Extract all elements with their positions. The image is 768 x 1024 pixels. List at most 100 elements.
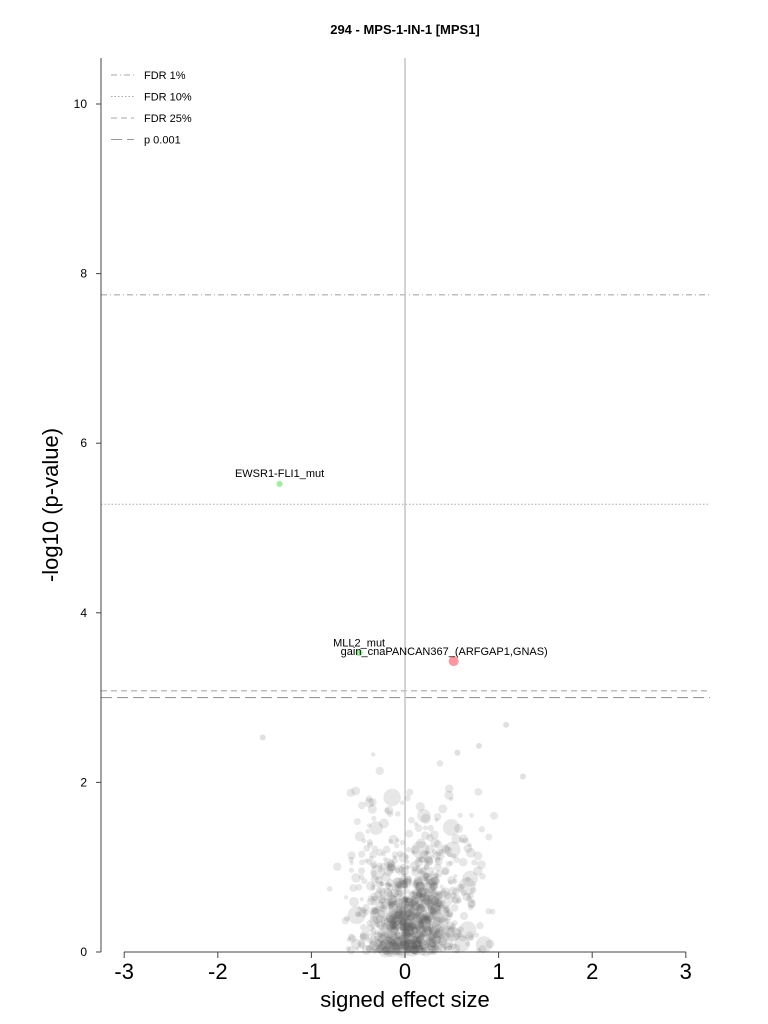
data-point	[429, 889, 436, 896]
data-point	[416, 927, 421, 932]
data-point	[451, 834, 462, 845]
data-point	[402, 927, 409, 934]
data-point	[391, 857, 399, 864]
data-point	[381, 942, 388, 949]
data-point	[458, 858, 468, 867]
legend-label: p 0.001	[144, 135, 181, 147]
data-point	[374, 921, 381, 928]
data-point	[414, 923, 421, 931]
data-point	[434, 873, 440, 879]
data-point	[402, 921, 408, 928]
data-point	[403, 918, 412, 927]
data-point	[401, 900, 410, 909]
data-point	[374, 935, 381, 942]
data-point	[412, 932, 417, 938]
data-point	[422, 825, 428, 831]
data-point	[388, 897, 397, 906]
data-point	[375, 887, 383, 894]
data-point	[424, 943, 431, 949]
data-point	[389, 946, 396, 953]
data-point	[389, 913, 400, 924]
data-point	[402, 903, 412, 913]
data-point	[430, 837, 440, 848]
data-point	[404, 895, 410, 901]
data-point	[437, 901, 443, 908]
data-point	[378, 932, 384, 938]
data-point	[392, 900, 398, 907]
data-point	[414, 901, 420, 908]
data-point	[405, 910, 416, 921]
data-point	[415, 912, 426, 923]
data-point	[388, 923, 396, 930]
data-point	[388, 901, 395, 909]
data-point	[411, 868, 420, 877]
data-point	[379, 862, 387, 870]
data-point	[393, 943, 403, 953]
data-point	[396, 908, 405, 918]
data-point	[372, 931, 377, 936]
data-point	[399, 940, 410, 950]
data-point	[375, 914, 384, 923]
data-point	[402, 879, 408, 885]
data-point	[467, 904, 474, 911]
data-point	[364, 858, 369, 863]
data-point	[475, 936, 493, 953]
data-point	[433, 944, 440, 951]
data-point	[385, 861, 390, 866]
data-point	[411, 906, 430, 924]
data-point	[435, 905, 441, 912]
point-label: EWSR1-FLI1_mut	[235, 468, 324, 480]
data-point	[426, 894, 436, 904]
data-point	[372, 949, 378, 954]
data-point	[351, 873, 361, 883]
data-point	[393, 893, 398, 898]
data-point	[395, 930, 401, 935]
data-point	[437, 932, 454, 949]
data-point	[473, 851, 483, 861]
data-point	[398, 920, 403, 925]
data-point	[426, 872, 431, 878]
data-point	[418, 889, 427, 898]
data-point	[408, 920, 414, 927]
data-point	[378, 922, 389, 933]
data-point	[386, 911, 400, 924]
data-point	[404, 925, 410, 930]
data-point	[447, 925, 455, 933]
data-point	[450, 904, 459, 912]
data-point	[377, 937, 385, 944]
data-point	[431, 944, 440, 953]
data-point	[386, 908, 396, 918]
data-point	[371, 944, 379, 952]
data-point	[447, 879, 453, 885]
data-point	[420, 938, 428, 947]
data-point	[427, 931, 437, 940]
data-point	[435, 941, 444, 950]
data-point	[371, 845, 379, 852]
data-point	[393, 877, 404, 888]
data-point	[419, 922, 425, 927]
data-point	[391, 925, 399, 933]
data-point	[420, 946, 427, 953]
data-point	[404, 900, 415, 911]
data-point	[415, 911, 421, 917]
legend-label: FDR 1%	[144, 70, 186, 82]
data-point	[411, 902, 421, 912]
data-point	[413, 910, 421, 919]
data-point	[405, 846, 412, 853]
data-point	[396, 905, 402, 911]
data-point	[418, 947, 427, 956]
data-point	[363, 909, 370, 915]
data-point	[415, 882, 425, 892]
data-point	[383, 788, 401, 807]
data-point	[400, 941, 410, 951]
data-point	[370, 923, 376, 929]
data-point	[349, 884, 358, 892]
data-point	[438, 804, 448, 814]
data-point	[386, 863, 397, 874]
legend: FDR 1% FDR 10% FDR 25% p 0.001	[111, 70, 192, 147]
data-point	[370, 927, 377, 934]
data-point	[443, 946, 448, 951]
data-point	[371, 870, 377, 876]
data-point	[424, 899, 434, 909]
data-point	[420, 905, 428, 913]
